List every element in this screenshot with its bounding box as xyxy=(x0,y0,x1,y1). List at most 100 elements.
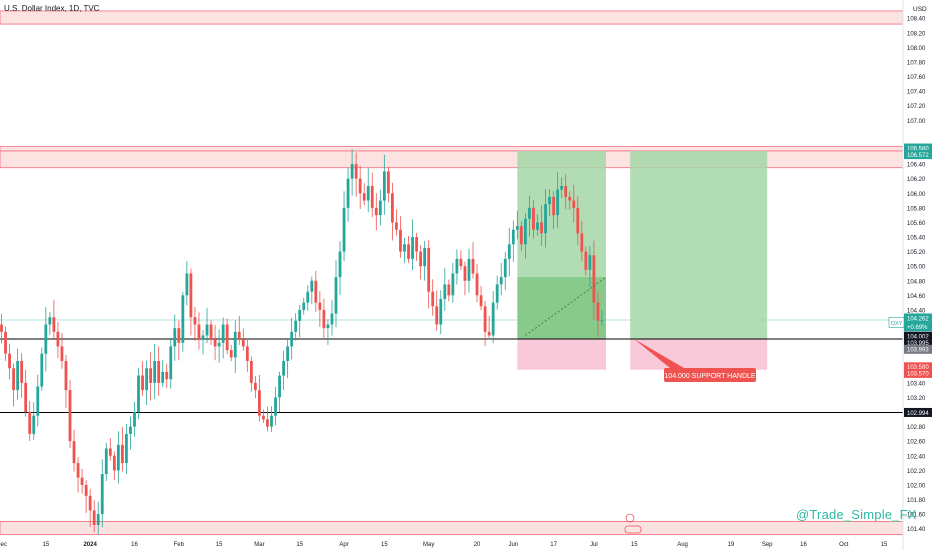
callout-box[interactable] xyxy=(664,368,756,382)
price-tick-label: 105.20 xyxy=(907,250,926,256)
price-badge-text: 102.994 xyxy=(907,411,929,417)
candle-body xyxy=(342,207,346,252)
price-tick-label: 107.60 xyxy=(907,75,926,81)
time-tick-label: Jun xyxy=(508,542,518,548)
candle-body xyxy=(4,331,7,354)
lower-demand-zone[interactable] xyxy=(0,521,904,535)
candle-body xyxy=(173,328,177,347)
candle-body xyxy=(499,277,503,285)
candle-body xyxy=(528,207,531,219)
time-tick-label: May xyxy=(423,542,434,548)
candle-body xyxy=(326,324,330,329)
candle-body xyxy=(487,331,491,336)
price-tick-label: 105.40 xyxy=(907,236,926,242)
candle-body xyxy=(568,196,572,201)
candle-body xyxy=(80,477,84,485)
candle-body xyxy=(370,185,374,208)
candle-body xyxy=(36,386,40,416)
trade-box-1-stop-area[interactable] xyxy=(517,338,606,370)
candle-body xyxy=(189,273,193,318)
price-tick-label: 104.60 xyxy=(907,294,926,300)
time-tick-label: Feb xyxy=(174,542,185,548)
price-tick-label: 101.60 xyxy=(907,513,926,519)
price-tick-label: 102.40 xyxy=(907,454,926,460)
candle-body xyxy=(290,331,294,347)
candle-body xyxy=(439,298,443,325)
trade-box-2-stop-area[interactable] xyxy=(630,338,768,370)
candle-body xyxy=(225,324,229,351)
candle-body xyxy=(40,353,44,387)
candle-body xyxy=(88,495,92,511)
candle-body xyxy=(161,371,165,383)
candle-body xyxy=(536,222,539,230)
price-tick-label: 102.00 xyxy=(907,483,926,489)
time-tick-label: 15 xyxy=(381,542,388,548)
price-badge-text: 104.262 xyxy=(907,316,929,322)
candle-body xyxy=(12,368,15,391)
candle-body xyxy=(515,226,519,230)
candle-body xyxy=(129,426,132,434)
candle-body xyxy=(165,371,169,380)
resistance-zone[interactable] xyxy=(0,146,904,169)
candle-body xyxy=(169,346,173,380)
candle-body xyxy=(157,360,161,383)
candle-body xyxy=(532,207,535,230)
candles-layer xyxy=(0,148,604,535)
candle-body xyxy=(108,448,112,456)
time-tick-label: Dec xyxy=(0,542,7,548)
candle-body xyxy=(141,375,144,391)
candle-body xyxy=(149,368,153,383)
time-tick-label: 17 xyxy=(550,542,557,548)
candle-body xyxy=(32,415,36,434)
price-tick-label: 106.00 xyxy=(907,192,926,198)
candle-body xyxy=(395,222,398,230)
candle-body xyxy=(302,302,306,310)
price-badge xyxy=(904,143,932,153)
candle-body xyxy=(209,324,213,340)
candle-body xyxy=(16,360,20,391)
event-icon[interactable] xyxy=(625,513,635,523)
candle-body xyxy=(177,328,181,343)
candle-body xyxy=(48,317,52,325)
candle-body xyxy=(84,484,88,496)
candle-body xyxy=(137,375,140,413)
price-tick-label: 101.80 xyxy=(907,498,926,504)
candle-body xyxy=(133,412,136,427)
time-axis: Dec 15 2024 16 Feb 15 Mar 15 Apr 15 May 20 Jun 17 Jul 1… xyxy=(0,542,888,548)
candle-body xyxy=(153,360,157,383)
chart-title: U.S. Dollar Index, 1D, TVC xyxy=(4,4,100,13)
candle-body xyxy=(310,280,314,292)
candle-body xyxy=(411,237,414,259)
time-tick-label: Sep xyxy=(762,542,773,548)
trade-box-2-target-area[interactable] xyxy=(630,150,768,339)
candle-body xyxy=(330,313,334,325)
price-badge xyxy=(904,344,932,354)
candle-body xyxy=(415,237,418,252)
candle-body xyxy=(314,280,318,303)
price-badge xyxy=(904,313,932,323)
symbol-tag-text: DXY xyxy=(891,321,903,327)
time-tick-label: 19 xyxy=(728,542,735,548)
candle-body xyxy=(229,350,233,358)
price-tick-label: 105.00 xyxy=(907,265,926,271)
price-badge-text: 103.995 xyxy=(907,341,929,347)
price-tick-label: 108.20 xyxy=(907,31,926,37)
candle-body xyxy=(556,189,560,216)
candle-body xyxy=(592,255,596,303)
dividend-icon[interactable] xyxy=(624,525,642,534)
candle-body xyxy=(56,331,60,347)
candle-body xyxy=(471,258,475,274)
candle-body xyxy=(213,339,217,347)
candle-body xyxy=(346,178,350,208)
upper-supply-zone[interactable] xyxy=(0,10,904,25)
candle-body xyxy=(125,433,128,464)
candle-body xyxy=(258,390,261,416)
candle-body xyxy=(407,244,410,259)
candle-body xyxy=(560,185,564,190)
candle-body xyxy=(386,171,390,194)
candle-body xyxy=(427,247,431,292)
candle-body xyxy=(100,474,104,515)
candle-body xyxy=(358,178,362,194)
